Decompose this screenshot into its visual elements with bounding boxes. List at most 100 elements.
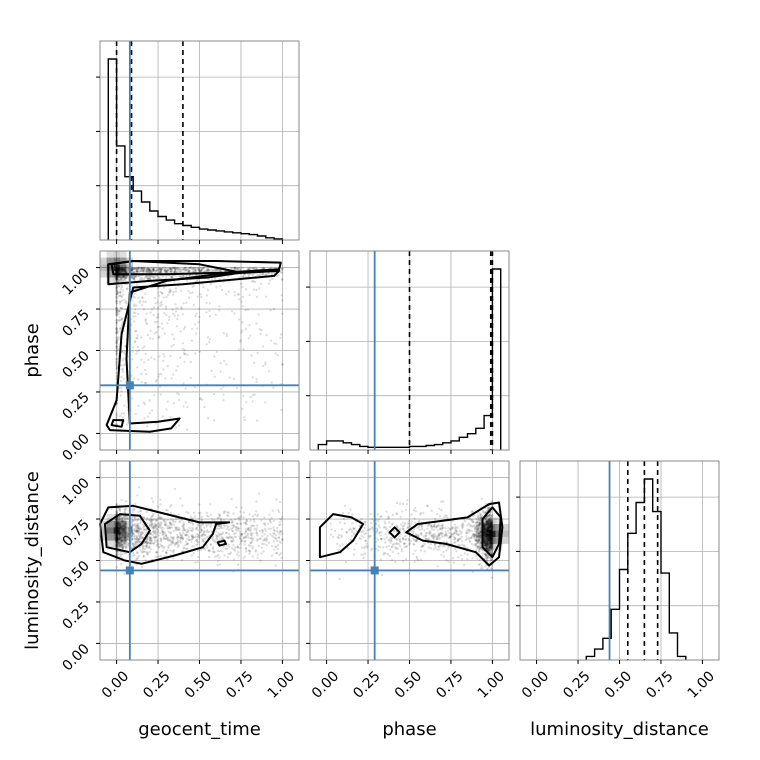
scatter-point xyxy=(143,368,147,372)
scatter-point xyxy=(172,529,175,533)
scatter-point xyxy=(162,547,165,550)
scatter-point xyxy=(145,270,149,274)
scatter-point xyxy=(145,545,148,548)
scatter-point xyxy=(145,323,149,326)
density-cell xyxy=(119,540,127,548)
scatter-point xyxy=(255,500,258,503)
scatter-point xyxy=(167,318,171,322)
scatter-point xyxy=(116,290,119,294)
scatter-point xyxy=(160,267,164,270)
scatter-point xyxy=(140,276,144,280)
scatter-point xyxy=(426,504,429,508)
scatter-point xyxy=(189,529,193,532)
scatter-point xyxy=(202,266,205,270)
scatter-point xyxy=(169,271,172,274)
scatter-point xyxy=(133,553,136,557)
scatter-point xyxy=(132,277,135,280)
scatter-point xyxy=(355,542,358,545)
scatter-point xyxy=(478,558,481,562)
scatter-point xyxy=(140,528,143,531)
scatter-point xyxy=(184,543,187,547)
scatter-point xyxy=(120,295,123,298)
scatter-point xyxy=(116,309,119,312)
scatter-point xyxy=(115,343,119,346)
scatter-point xyxy=(133,341,137,344)
scatter-point xyxy=(281,268,284,271)
scatter-point xyxy=(152,541,155,545)
scatter-point xyxy=(180,306,183,309)
scatter-point xyxy=(227,511,230,514)
scatter-point xyxy=(176,314,180,317)
scatter-point xyxy=(117,278,120,282)
scatter-point xyxy=(395,501,399,505)
scatter-point xyxy=(209,268,212,272)
scatter-point xyxy=(144,275,147,278)
scatter-point xyxy=(116,338,119,341)
scatter-point xyxy=(134,269,138,273)
scatter-point xyxy=(116,277,119,280)
scatter-point xyxy=(145,312,148,315)
scatter-point xyxy=(228,376,231,379)
scatter-point xyxy=(170,275,174,279)
scatter-point xyxy=(115,371,118,375)
scatter-point xyxy=(115,414,118,418)
scatter-point xyxy=(239,522,242,526)
scatter-point xyxy=(147,267,151,270)
scatter-point xyxy=(122,412,126,415)
scatter-point xyxy=(239,540,242,543)
scatter-point xyxy=(191,291,194,294)
scatter-point xyxy=(115,292,118,296)
scatter-point xyxy=(118,291,122,294)
density-cell xyxy=(475,537,483,544)
scatter-point xyxy=(178,267,182,271)
scatter-point xyxy=(413,560,416,563)
scatter-point xyxy=(213,550,216,554)
scatter-point xyxy=(227,290,231,293)
scatter-point xyxy=(258,287,261,290)
histogram-luminosity_distance xyxy=(585,478,687,660)
scatter-point xyxy=(194,386,197,389)
scatter-point xyxy=(199,530,203,534)
scatter-point xyxy=(213,555,217,558)
scatter-point xyxy=(121,370,125,373)
scatter-point xyxy=(137,270,140,273)
scatter-point xyxy=(119,287,123,290)
scatter-point xyxy=(149,356,153,359)
scatter-point xyxy=(164,523,167,526)
scatter-point xyxy=(115,296,118,299)
scatter-point xyxy=(152,275,155,279)
scatter-point xyxy=(211,278,214,281)
scatter-point xyxy=(194,268,197,271)
scatter-point xyxy=(269,527,272,530)
density-cell xyxy=(119,520,127,528)
scatter-point xyxy=(180,269,183,272)
scatter-point xyxy=(133,292,136,296)
scatter-point xyxy=(248,549,251,553)
scatter-point xyxy=(402,560,405,563)
scatter-point xyxy=(185,279,189,282)
scatter-point xyxy=(202,266,206,269)
scatter-point xyxy=(187,520,191,524)
scatter-point xyxy=(150,536,153,539)
scatter-point xyxy=(115,289,118,293)
scatter-point xyxy=(133,267,136,270)
scatter-point xyxy=(470,537,473,540)
scatter-point xyxy=(170,289,173,292)
scatter-point xyxy=(142,308,146,311)
scatter-point xyxy=(188,266,192,270)
scatter-point xyxy=(121,350,124,353)
scatter-point xyxy=(267,370,271,373)
scatter-point xyxy=(201,533,204,536)
scatter-point xyxy=(161,266,164,270)
scatter-point xyxy=(330,528,333,531)
scatter-point xyxy=(116,279,119,282)
scatter-point xyxy=(145,372,148,376)
scatter-point xyxy=(387,544,390,548)
scatter-point xyxy=(218,556,221,559)
scatter-point xyxy=(230,266,233,270)
scatter-point xyxy=(119,379,123,383)
scatter-point xyxy=(122,377,126,380)
scatter-point xyxy=(120,375,123,379)
scatter-point xyxy=(124,308,127,311)
scatter-point xyxy=(209,524,213,527)
